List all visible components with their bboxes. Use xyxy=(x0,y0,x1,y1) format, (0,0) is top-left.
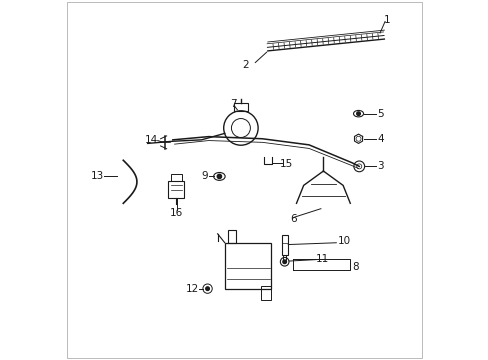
Bar xyxy=(228,230,236,243)
Bar xyxy=(283,255,285,260)
Text: 5: 5 xyxy=(377,109,383,119)
Text: 15: 15 xyxy=(280,159,293,169)
Text: 4: 4 xyxy=(377,134,383,144)
Text: 14: 14 xyxy=(144,135,158,145)
Text: 6: 6 xyxy=(290,215,297,224)
Bar xyxy=(260,286,271,300)
Text: 12: 12 xyxy=(185,284,199,294)
Text: 7: 7 xyxy=(229,99,236,109)
Circle shape xyxy=(356,112,360,116)
Text: 13: 13 xyxy=(91,171,104,181)
Text: 16: 16 xyxy=(170,208,183,218)
Bar xyxy=(281,234,287,255)
Bar xyxy=(171,174,182,181)
Bar xyxy=(234,103,247,111)
Circle shape xyxy=(282,260,286,264)
Text: 10: 10 xyxy=(337,236,350,246)
Text: 11: 11 xyxy=(315,254,328,264)
Text: 1: 1 xyxy=(383,15,389,25)
Bar xyxy=(168,181,184,198)
Text: 3: 3 xyxy=(377,161,383,171)
Text: 9: 9 xyxy=(202,171,208,181)
Circle shape xyxy=(205,287,209,291)
Bar xyxy=(224,243,271,289)
Circle shape xyxy=(217,174,221,179)
Text: 2: 2 xyxy=(242,60,249,70)
Text: 8: 8 xyxy=(352,262,358,272)
